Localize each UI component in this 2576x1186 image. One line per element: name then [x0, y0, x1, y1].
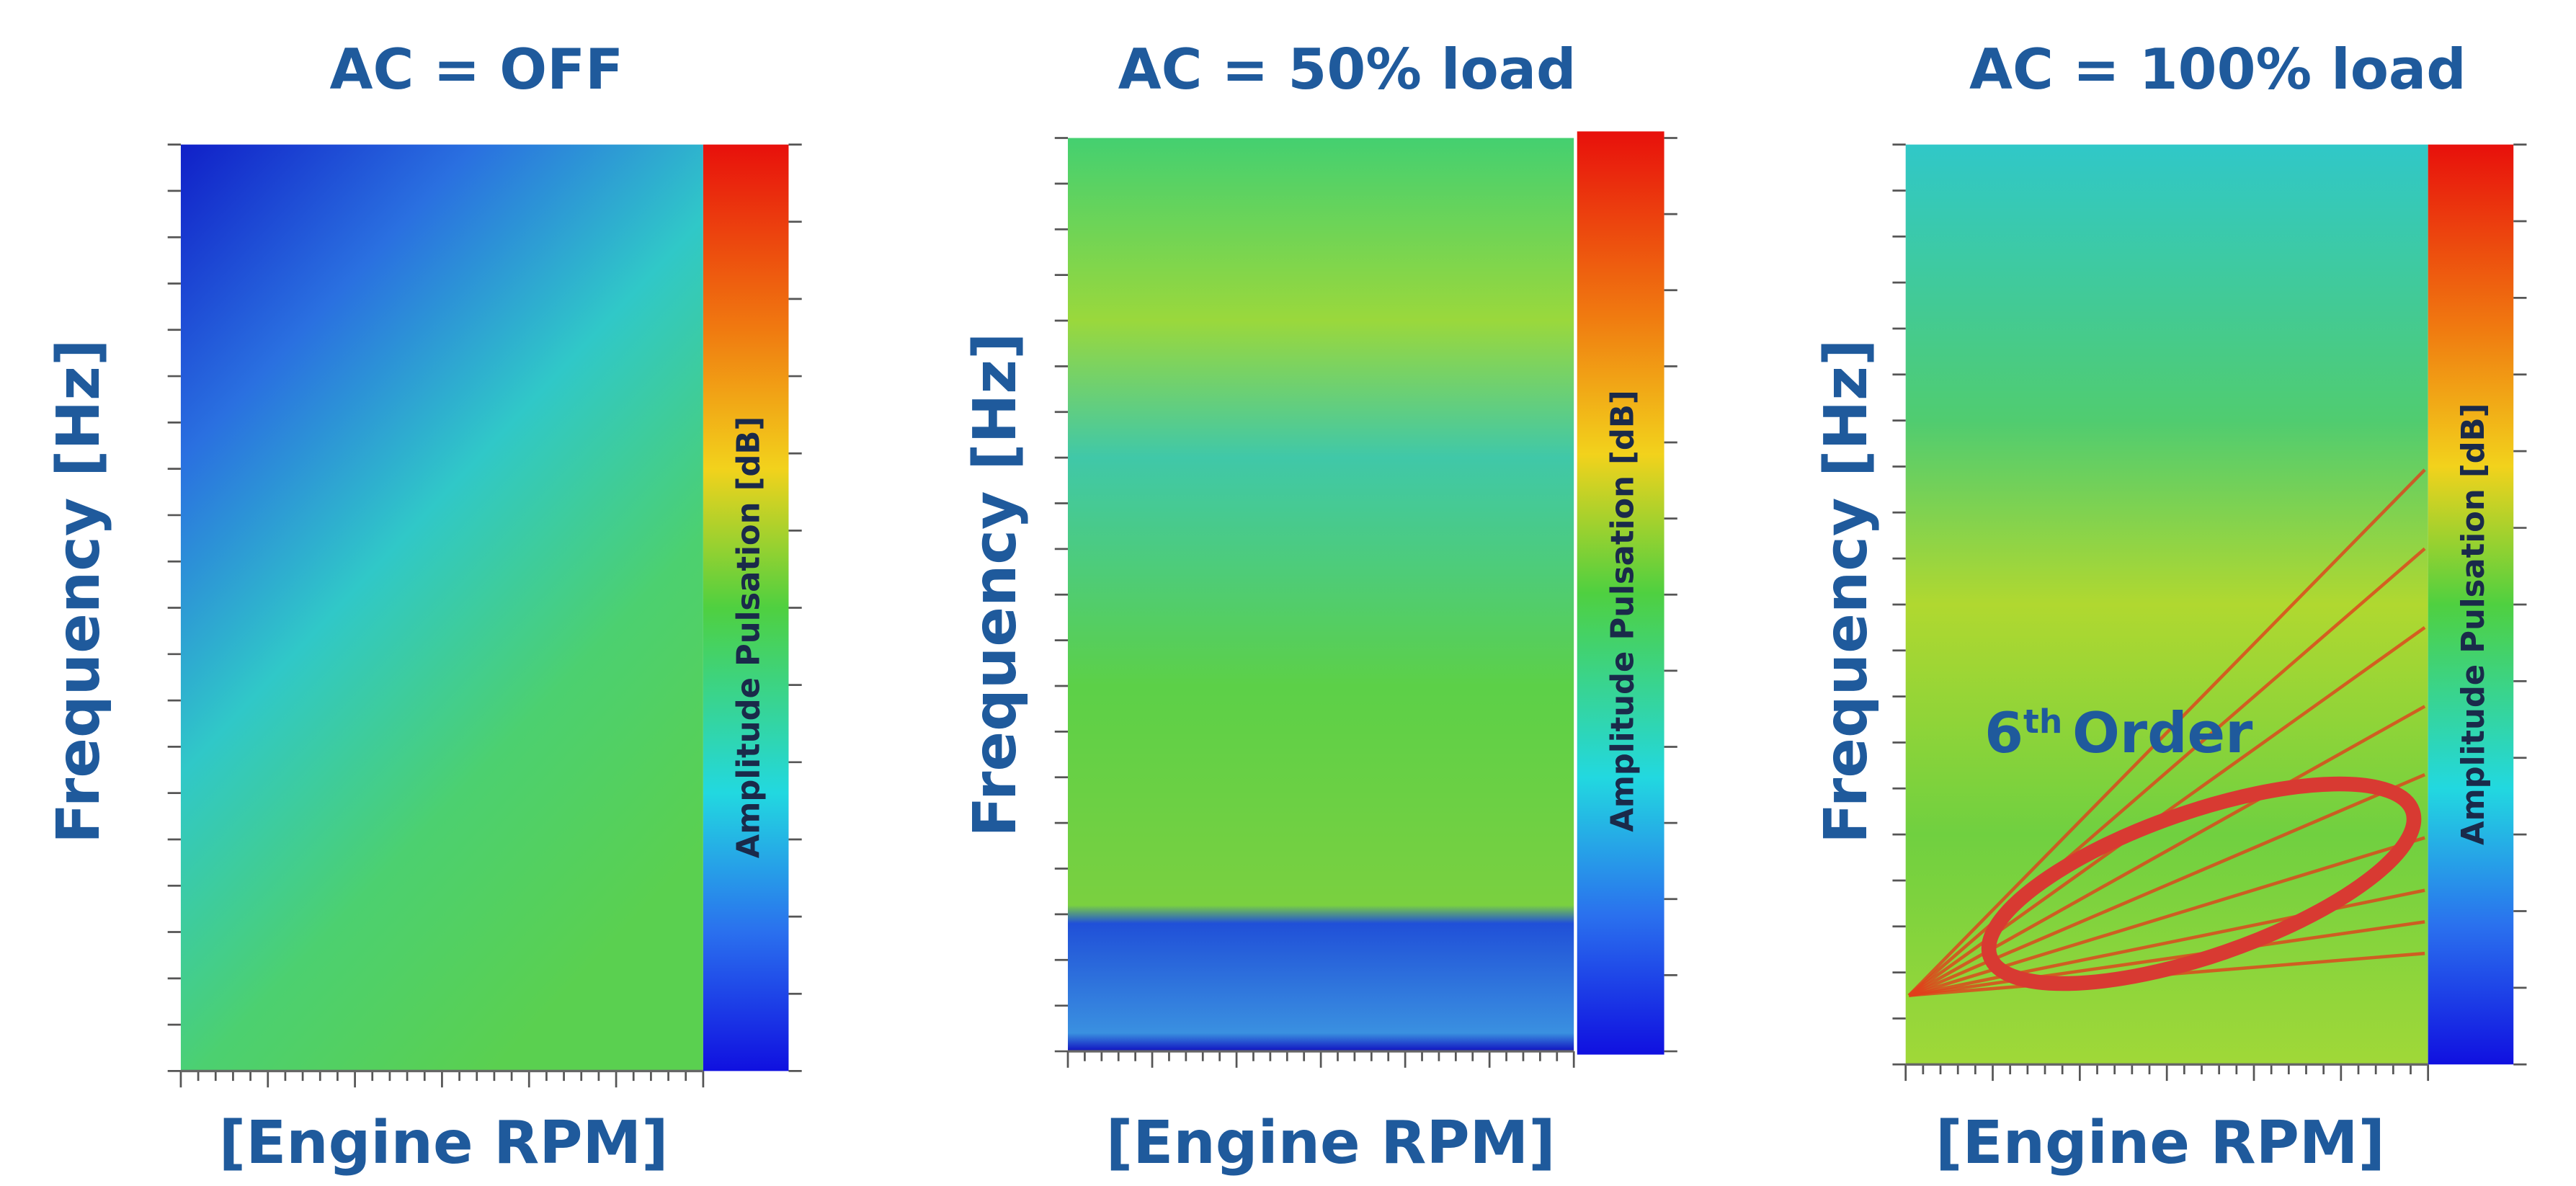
- spectrogram: [180, 144, 703, 1071]
- ticks: [167, 137, 2527, 1088]
- spectrogram: [1068, 138, 1574, 1052]
- spectrogram: [1905, 144, 2428, 1065]
- order-line: [1908, 920, 2425, 997]
- panel-title: AC = OFF: [330, 37, 624, 102]
- annotation-number: 6: [1984, 701, 2023, 766]
- colorbar: [703, 144, 789, 1071]
- y-axis-label: Frequency [Hz]: [45, 339, 113, 844]
- colorbar-label: Amplitude Pulsation [dB]: [2456, 403, 2492, 845]
- colorbar-label: Amplitude Pulsation [dB]: [731, 416, 767, 858]
- annotation-text: Order: [2072, 701, 2252, 766]
- x-axis-label: [Engine RPM]: [219, 1109, 669, 1177]
- colorbar: [1577, 131, 1664, 1055]
- panel-title: AC = 50% load: [1118, 37, 1577, 102]
- panel-title: AC = 100% load: [1969, 37, 2466, 102]
- panel: AC = 100% load Frequency [Hz] [Engine RP…: [1812, 37, 2514, 1177]
- x-axis-label: [Engine RPM]: [1106, 1109, 1556, 1177]
- panel: AC = 50% load Frequency [Hz] [Engine RPM…: [961, 37, 1664, 1177]
- annotation: 6th Order: [1984, 701, 2252, 766]
- y-axis-label: Frequency [Hz]: [1812, 339, 1881, 844]
- panel: AC = OFF Frequency [Hz] [Engine RPM] Amp…: [45, 37, 789, 1177]
- highlight-ellipse: [1981, 776, 2422, 991]
- y-axis-label: Frequency [Hz]: [961, 332, 1030, 837]
- colorbar: [2428, 144, 2514, 1065]
- colorbar-label: Amplitude Pulsation [dB]: [1605, 390, 1641, 831]
- order-line: [1907, 468, 2426, 997]
- annotation-suffix: th: [2023, 703, 2062, 741]
- x-axis-label: [Engine RPM]: [1935, 1109, 2385, 1177]
